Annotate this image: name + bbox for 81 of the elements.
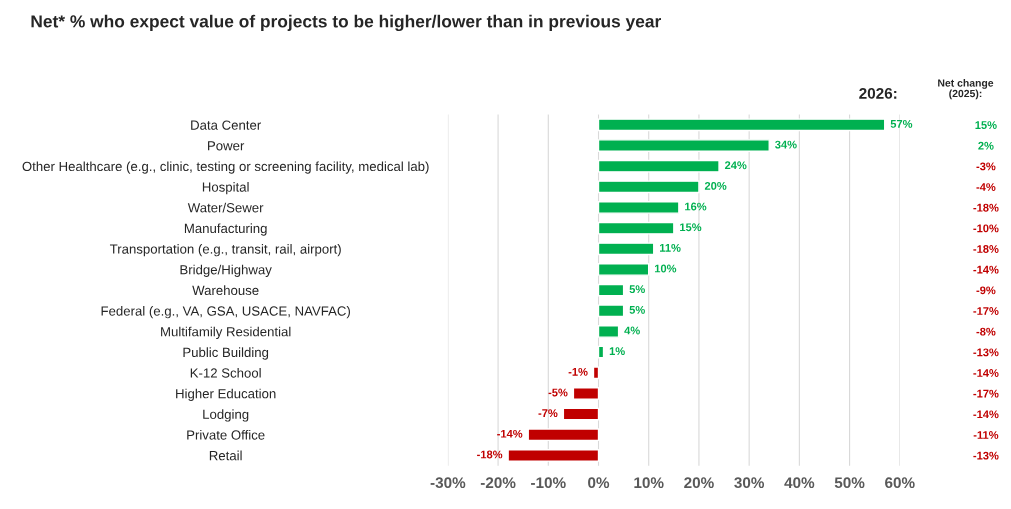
bar: [597, 221, 675, 235]
x-tick-label: 20%: [684, 477, 714, 489]
bar: [597, 201, 680, 214]
y2-tick-label: -17%: [973, 389, 999, 398]
data-label: 20%: [704, 181, 727, 190]
y-tick-label: Multifamily Residential: [161, 326, 291, 339]
y-tick-label: Bridge/Highway: [180, 264, 272, 277]
y-tick-label: Transportation (e.g., transit, rail, airport): [109, 244, 341, 257]
y2-tick-label: -11%: [973, 431, 999, 439]
bar: [562, 407, 600, 421]
x-tick-label: -10%: [531, 477, 566, 489]
bar: [597, 263, 650, 276]
chart-title: Net* % who expect value of projects to be higher/lower than in previous year: [31, 14, 661, 32]
y-tick-label: Lodging: [203, 409, 249, 422]
data-label: 5%: [629, 285, 645, 294]
y2-tick-label: -10%: [973, 224, 999, 233]
data-label: -18%: [477, 450, 503, 459]
y2-tick-label: 2%: [978, 141, 994, 150]
y2-tick-label: -3%: [976, 162, 996, 171]
data-label: -5%: [548, 388, 568, 397]
text: Net change (2025):: [938, 79, 994, 100]
data-label: 11%: [660, 243, 681, 252]
x-tick-label: 40%: [784, 477, 815, 489]
bar: [592, 366, 600, 380]
x-tick-label: 60%: [885, 477, 915, 489]
data-label: 34%: [775, 140, 797, 149]
data-label: 24%: [724, 161, 747, 170]
y-tick-label: K-12 School: [190, 367, 261, 378]
bar: [507, 449, 600, 462]
y2-tick-label: -18%: [973, 203, 999, 212]
y-tick-label: Other Healthcare (e.g., clinic, testing or screening facility, medical lab): [22, 161, 429, 174]
y-tick-label: Higher Education: [176, 388, 276, 401]
data-label: 4%: [624, 326, 640, 335]
y2-tick-label: -14%: [973, 369, 999, 377]
bar: [597, 304, 625, 318]
bar: [597, 242, 655, 256]
y2-tick-label: -18%: [973, 245, 999, 253]
bar: [597, 325, 620, 338]
y2-tick-label: -9%: [976, 286, 996, 295]
data-label: 15%: [680, 223, 702, 232]
y2-tick-label: -8%: [976, 327, 996, 336]
y-tick-label: Retail: [209, 450, 242, 461]
y2-tick-label: -4%: [976, 183, 996, 191]
x-tick-label: 30%: [734, 477, 765, 489]
y-tick-label: Manufacturing: [184, 223, 267, 236]
y2-tick-label: 15%: [975, 121, 997, 129]
bar: [597, 139, 770, 152]
data-label: -7%: [538, 409, 558, 418]
x-tick-label: 0%: [588, 477, 610, 489]
bar: [597, 345, 605, 359]
y2-tick-label: -13%: [973, 451, 999, 460]
text: 2026:: [859, 87, 897, 99]
x-tick-label: 10%: [634, 477, 664, 489]
data-label: 5%: [629, 305, 645, 314]
bar: [597, 159, 720, 173]
bar: [527, 428, 600, 442]
y-tick-label: Public Building: [183, 347, 269, 360]
data-label: -14%: [497, 429, 523, 438]
data-label: 57%: [890, 120, 913, 128]
bar: [572, 387, 600, 400]
y2-tick-label: -13%: [973, 348, 999, 357]
data-label: -1%: [568, 367, 588, 376]
bar: [597, 283, 625, 297]
data-label: 10%: [654, 264, 677, 273]
y-tick-label: Federal (e.g., VA, GSA, USACE, NAVFAC): [101, 306, 350, 319]
x-tick-label: -30%: [430, 477, 466, 489]
y-tick-label: Water/Sewer: [187, 202, 264, 213]
data-label: 1%: [609, 347, 625, 356]
y2-tick-label: -14%: [973, 410, 999, 419]
y2-tick-label: -14%: [973, 265, 999, 274]
y-tick-label: Power: [208, 141, 245, 151]
x-tick-label: -20%: [480, 477, 516, 489]
bar: [597, 118, 886, 132]
data-label: 16%: [685, 202, 707, 211]
y-tick-label: Warehouse: [192, 285, 259, 296]
y-tick-label: Hospital: [202, 182, 249, 195]
y-tick-label: Data Center: [191, 120, 261, 130]
y2-tick-label: -17%: [973, 307, 999, 315]
x-tick-label: 50%: [834, 477, 865, 489]
y-tick-label: Private Office: [187, 429, 265, 440]
bar: [597, 180, 700, 194]
